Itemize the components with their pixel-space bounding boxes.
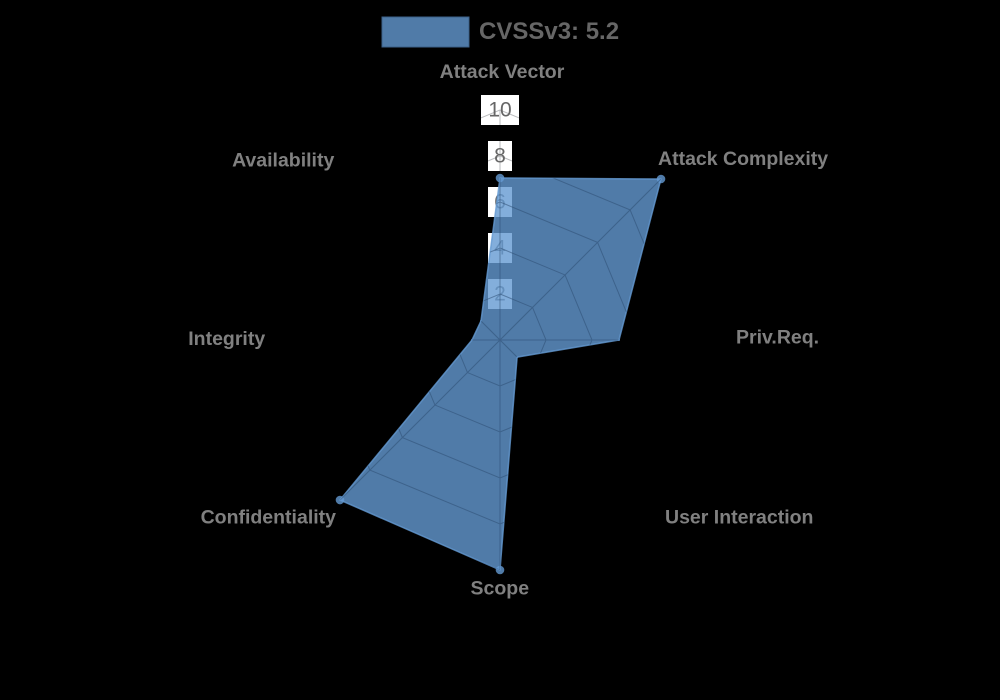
svg-text:Priv.Req.: Priv.Req.	[736, 327, 819, 349]
svg-text:10: 10	[488, 99, 511, 122]
svg-text:Attack Complexity: Attack Complexity	[658, 148, 828, 170]
svg-text:CVSSv3: 5.2: CVSSv3: 5.2	[479, 18, 619, 45]
svg-text:Attack Vector: Attack Vector	[440, 61, 565, 83]
svg-text:Availability: Availability	[232, 149, 334, 171]
svg-text:Confidentiality: Confidentiality	[201, 507, 337, 529]
svg-text:User Interaction: User Interaction	[665, 507, 813, 529]
svg-text:Scope: Scope	[471, 577, 530, 599]
svg-text:Integrity: Integrity	[188, 328, 265, 350]
svg-text:8: 8	[494, 145, 506, 168]
